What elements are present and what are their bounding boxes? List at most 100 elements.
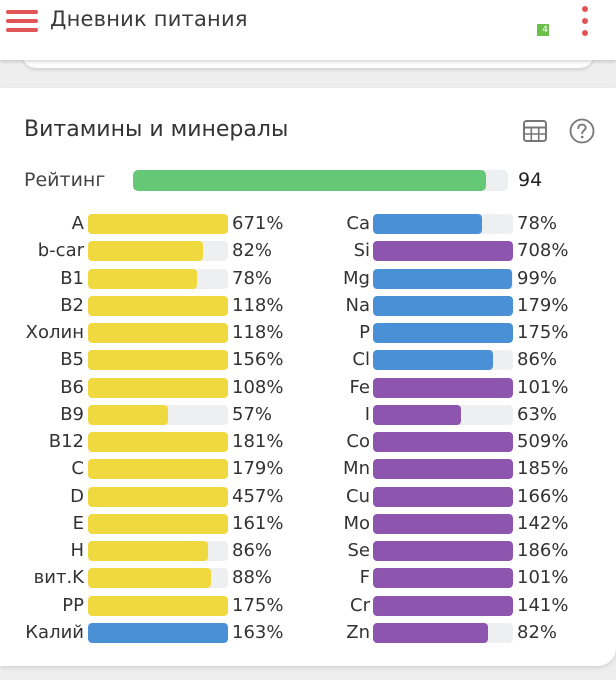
nutrient-percent: 163% bbox=[232, 621, 284, 643]
nutrient-bar bbox=[373, 595, 513, 616]
nutrient-percent: 156% bbox=[232, 349, 284, 371]
nutrient-bar-fill bbox=[373, 241, 513, 262]
nutrient-percent: 141% bbox=[517, 594, 569, 616]
nutrient-bar-fill bbox=[373, 350, 494, 371]
nutrient-bar bbox=[88, 214, 228, 234]
nutrient-label: B2 bbox=[60, 294, 84, 316]
nutrient-percent: 161% bbox=[232, 512, 284, 534]
nutrient-label: Na bbox=[345, 294, 371, 316]
nutrient-bar-fill bbox=[373, 622, 488, 643]
nutrient-bar bbox=[88, 595, 228, 616]
nutrient-label: Mo bbox=[343, 512, 370, 534]
nutrient-bar bbox=[88, 622, 228, 643]
nutrient-bar-fill bbox=[373, 432, 513, 452]
nutrient-bar-fill bbox=[88, 513, 228, 534]
table-icon[interactable] bbox=[523, 120, 547, 142]
nutrient-bar-fill bbox=[88, 377, 228, 398]
nutrient-bar bbox=[88, 241, 228, 262]
nutrient-percent: 671% bbox=[232, 213, 284, 234]
nutrient-bar bbox=[373, 622, 513, 643]
nutrient-percent: 78% bbox=[517, 213, 558, 234]
vitamins-minerals-card: Витамины и минералы Рейтинг 94 A 671% b-ca… bbox=[0, 88, 616, 666]
nutrient-percent: 118% bbox=[232, 294, 284, 316]
nutrient-percent: 63% bbox=[517, 403, 558, 425]
nutrient-bar bbox=[373, 513, 513, 534]
nutrient-percent: 457% bbox=[232, 485, 284, 507]
nutrient-bar-fill bbox=[373, 268, 512, 289]
nutrient-bar-fill bbox=[373, 459, 513, 480]
nutrient-percent: 185% bbox=[517, 458, 569, 480]
nutrient-bar-fill bbox=[88, 268, 198, 289]
nutrient-bar bbox=[373, 432, 513, 452]
nutrient-bar-fill bbox=[88, 568, 212, 589]
nutrient-percent: 101% bbox=[517, 376, 569, 398]
battery-badge: 4 bbox=[537, 24, 549, 36]
rating-value: 94 bbox=[518, 169, 543, 191]
nutrient-label: F bbox=[359, 567, 370, 589]
nutrient-label: E bbox=[72, 512, 84, 534]
nutrient-label: Mn bbox=[343, 458, 370, 480]
nutrient-bar-fill bbox=[88, 622, 228, 643]
nutrient-bar bbox=[88, 432, 228, 452]
nutrient-bar-fill bbox=[373, 377, 513, 398]
nutrient-label: Cl bbox=[352, 349, 370, 371]
nutrient-bar bbox=[88, 486, 228, 507]
nutrient-bar-fill bbox=[88, 241, 203, 262]
nutrient-bar-fill bbox=[88, 486, 228, 507]
nutrient-bar bbox=[88, 350, 228, 371]
nutrient-bar-fill bbox=[373, 295, 513, 316]
nutrient-bar bbox=[373, 541, 513, 561]
nutrient-bar-fill bbox=[373, 214, 483, 234]
nutrient-label: P bbox=[359, 322, 370, 343]
hamburger-menu-icon[interactable] bbox=[6, 10, 38, 32]
nutrient-bar bbox=[88, 513, 228, 534]
nutrient-label: B6 bbox=[60, 376, 84, 398]
nutrient-bar bbox=[373, 377, 513, 398]
nutrient-label: C bbox=[71, 458, 84, 480]
nutrient-bar bbox=[373, 214, 513, 234]
nutrient-percent: 142% bbox=[517, 512, 569, 534]
nutrient-bar-fill bbox=[88, 214, 228, 234]
nutrient-label: A bbox=[71, 213, 84, 234]
nutrient-label: Ca bbox=[346, 213, 370, 234]
nutrient-bar bbox=[373, 568, 513, 589]
help-icon[interactable] bbox=[569, 118, 595, 144]
nutrient-percent: 175% bbox=[517, 322, 569, 343]
nutrient-label: Калий bbox=[25, 621, 84, 643]
nutrient-percent: 88% bbox=[232, 567, 273, 589]
nutrient-bar-fill bbox=[88, 295, 228, 316]
nutrient-bar bbox=[373, 268, 513, 289]
nutrient-bar-fill bbox=[88, 432, 228, 452]
nutrient-bar bbox=[373, 459, 513, 480]
nutrient-label: Cr bbox=[350, 594, 370, 616]
nutrient-label: B5 bbox=[60, 349, 84, 371]
nutrient-bar bbox=[373, 295, 513, 316]
nutrient-bar-fill bbox=[88, 595, 228, 616]
nutrient-percent: 179% bbox=[232, 458, 284, 480]
nutrient-percent: 179% bbox=[517, 294, 569, 316]
nutrient-bar-fill bbox=[88, 350, 228, 371]
nutrient-bar-fill bbox=[88, 404, 168, 425]
nutrient-bar bbox=[88, 323, 228, 343]
nutrient-label: вит.K bbox=[33, 567, 84, 589]
nutrient-label: D bbox=[70, 485, 84, 507]
nutrient-bar-fill bbox=[88, 459, 228, 480]
nutrient-bar-fill bbox=[373, 568, 513, 589]
nutrient-label: Mg bbox=[343, 267, 370, 289]
app-title: Дневник питания bbox=[50, 7, 248, 31]
app-bar: Дневник питания 4 bbox=[0, 0, 616, 60]
nutrient-bar bbox=[88, 541, 228, 561]
nutrient-bar-fill bbox=[88, 541, 209, 561]
nutrient-label: PP bbox=[62, 594, 84, 616]
nutrient-percent: 186% bbox=[517, 540, 569, 561]
more-options-icon[interactable] bbox=[578, 4, 592, 38]
nutrient-label: Cu bbox=[346, 485, 370, 507]
nutrient-label: B9 bbox=[60, 403, 84, 425]
nutrient-percent: 108% bbox=[232, 376, 284, 398]
nutrient-bar-fill bbox=[373, 595, 513, 616]
nutrient-percent: 101% bbox=[517, 567, 569, 589]
nutrient-percent: 175% bbox=[232, 594, 284, 616]
nutrient-label: Co bbox=[346, 431, 370, 452]
nutrient-bar-fill bbox=[373, 486, 513, 507]
nutrient-label: b-car bbox=[37, 240, 84, 262]
